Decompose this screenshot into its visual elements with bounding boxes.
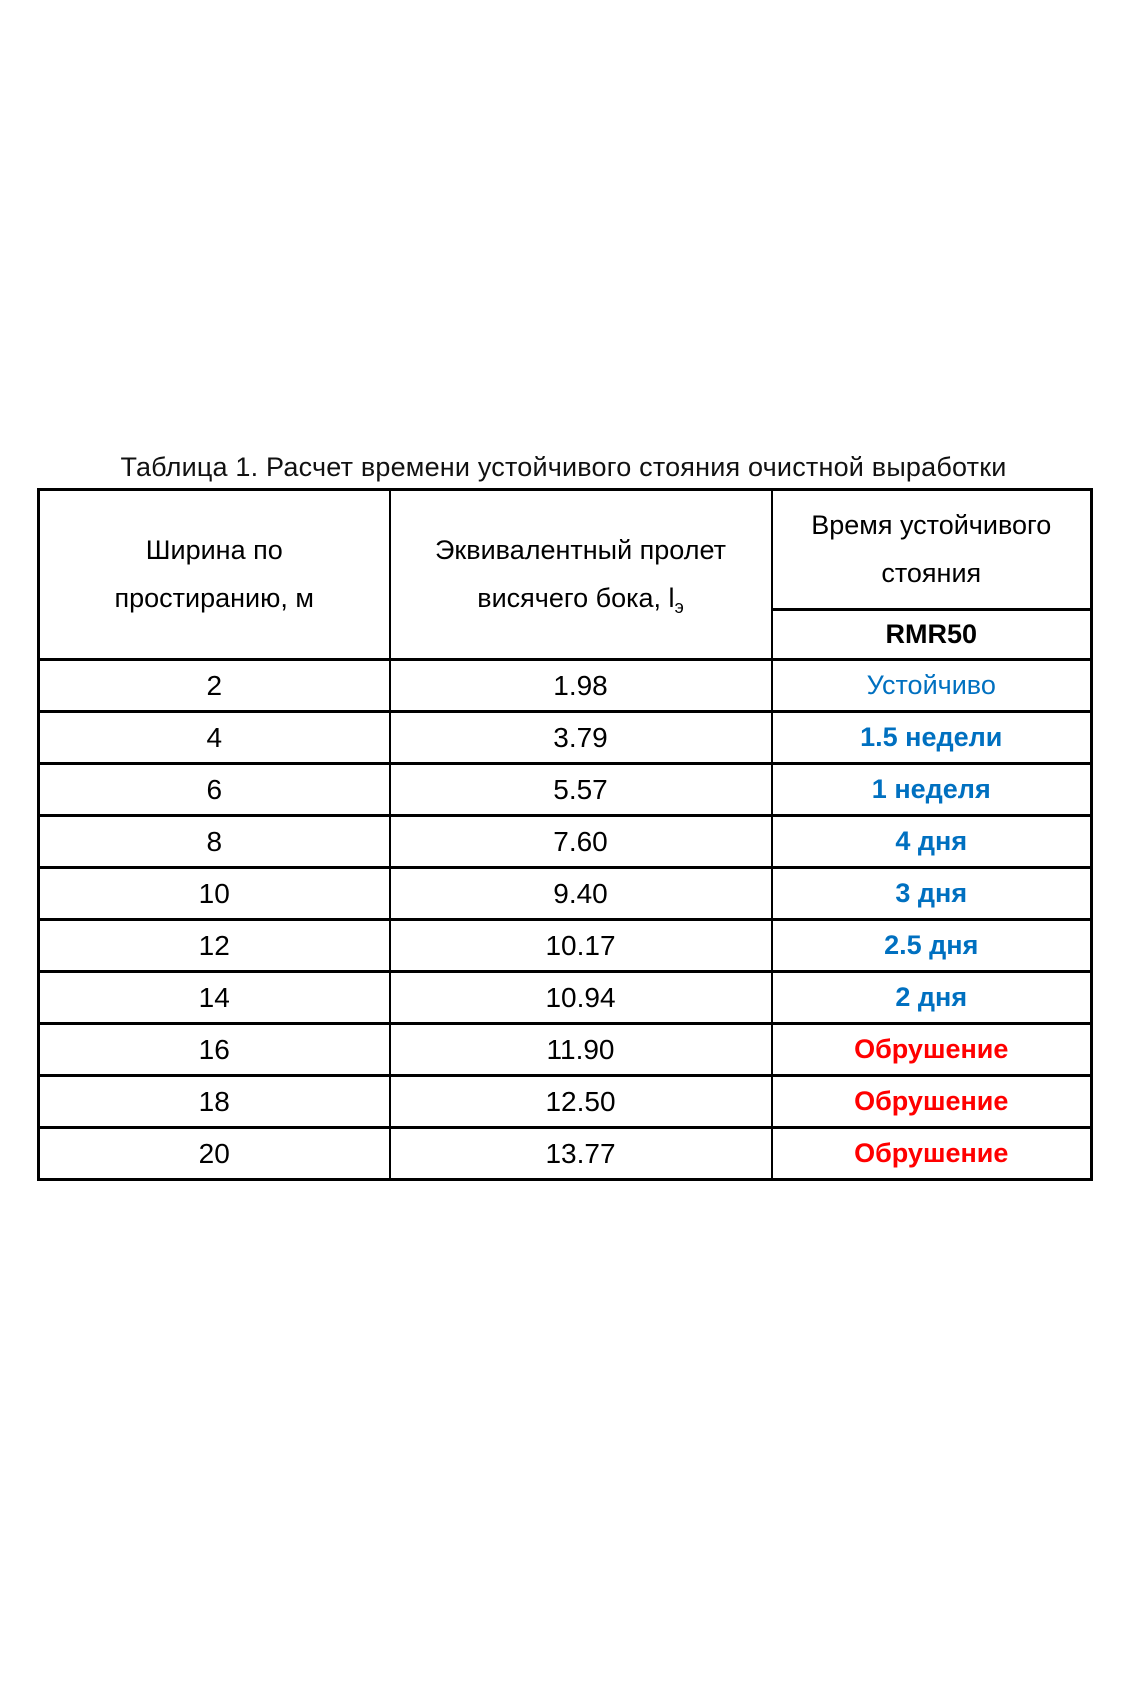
table-row: 14 10.94 2 дня (37, 970, 1093, 1025)
cell-stand-time: Обрушение (770, 1126, 1093, 1181)
cell-width: 20 (37, 1126, 391, 1181)
cell-width: 2 (37, 658, 391, 713)
cell-width: 6 (37, 762, 391, 817)
table-caption: Таблица 1. Расчет времени устойчивого ст… (120, 452, 1007, 482)
table-header: Ширина по простиранию, м Эквивалентный п… (37, 488, 1093, 661)
header-time-group: Время устойчивого стояния (770, 488, 1093, 611)
header-row-2: RMR50 (39, 608, 1093, 661)
header-span-column: Эквивалентный пролет висячего бока, lэ (388, 488, 773, 661)
cell-equiv-span: 9.40 (388, 866, 773, 921)
cell-stand-time: 4 дня (770, 814, 1093, 869)
table-row: 16 11.90 Обрушение (37, 1022, 1093, 1077)
cell-equiv-span: 10.17 (388, 918, 773, 973)
cell-equiv-span: 5.57 (388, 762, 773, 817)
header-span-subscript: э (674, 596, 684, 617)
cell-equiv-span: 11.90 (388, 1022, 773, 1077)
header-span-label: Эквивалентный пролет висячего бока, l (435, 535, 726, 613)
table-row: 18 12.50 Обрушение (37, 1074, 1093, 1129)
cell-equiv-span: 1.98 (388, 658, 773, 713)
table-body: 2 1.98 Устойчиво 4 3.79 1.5 недели 6 5.5… (37, 658, 1093, 1181)
cell-stand-time: 3 дня (770, 866, 1093, 921)
cell-equiv-span: 12.50 (388, 1074, 773, 1129)
table-row: 6 5.57 1 неделя (37, 762, 1093, 817)
stability-table: Ширина по простиранию, м Эквивалентный п… (37, 488, 1093, 1181)
cell-equiv-span: 13.77 (388, 1126, 773, 1181)
cell-stand-time: 1.5 недели (770, 710, 1093, 765)
cell-width: 8 (37, 814, 391, 869)
cell-stand-time: Устойчиво (770, 658, 1093, 713)
table-row: 12 10.17 2.5 дня (37, 918, 1093, 973)
cell-width: 10 (37, 866, 391, 921)
cell-equiv-span: 10.94 (388, 970, 773, 1025)
table-row: 4 3.79 1.5 недели (37, 710, 1093, 765)
cell-stand-time: Обрушение (770, 1022, 1093, 1077)
cell-stand-time: Обрушение (770, 1074, 1093, 1129)
table-row: 2 1.98 Устойчиво (37, 658, 1093, 713)
header-rmr50: RMR50 (770, 608, 1093, 661)
cell-equiv-span: 7.60 (388, 814, 773, 869)
cell-width: 14 (37, 970, 391, 1025)
cell-width: 18 (37, 1074, 391, 1129)
header-width-column: Ширина по простиранию, м (37, 488, 391, 661)
cell-width: 4 (37, 710, 391, 765)
cell-width: 12 (37, 918, 391, 973)
header-row-1: Ширина по простиранию, м Эквивалентный п… (37, 488, 1093, 661)
cell-stand-time: 2.5 дня (770, 918, 1093, 973)
cell-width: 16 (37, 1022, 391, 1077)
cell-equiv-span: 3.79 (388, 710, 773, 765)
table-row: 20 13.77 Обрушение (37, 1126, 1093, 1181)
table-row: 10 9.40 3 дня (37, 866, 1093, 921)
cell-stand-time: 2 дня (770, 970, 1093, 1025)
table-row: 8 7.60 4 дня (37, 814, 1093, 869)
cell-stand-time: 1 неделя (770, 762, 1093, 817)
